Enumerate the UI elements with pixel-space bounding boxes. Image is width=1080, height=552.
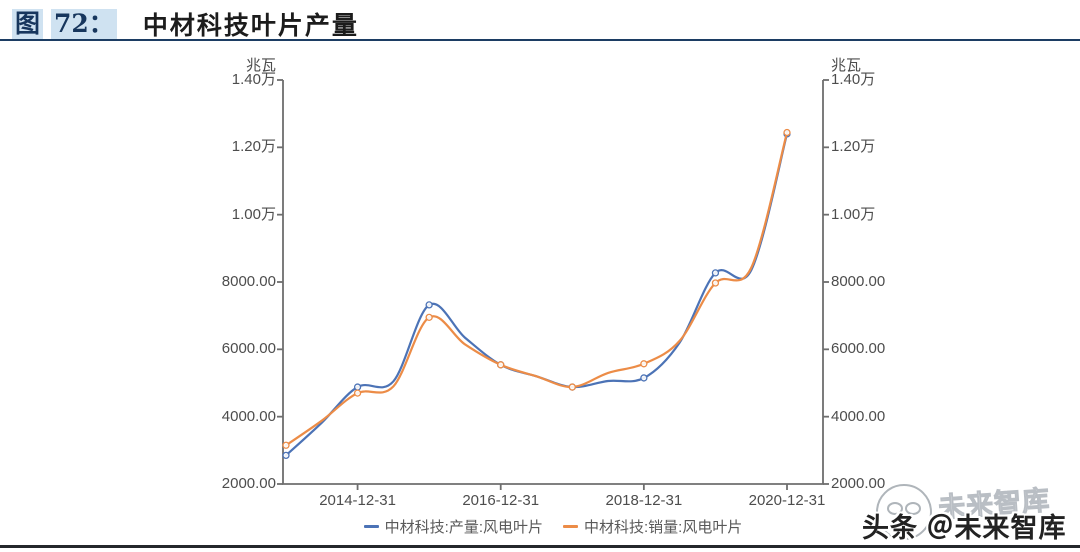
data-point-marker (353, 389, 362, 397)
data-point-marker (783, 128, 791, 137)
x-tick-label: 2020-12-31 (748, 492, 826, 509)
y-tick-label-right: 1.20万 (831, 138, 876, 156)
watermark-badge-text: 头条 ＠未来智库 (862, 513, 1067, 543)
data-point-marker (783, 130, 791, 138)
y-tick-label-left: 8000.00 (221, 272, 276, 290)
y-tick-label-right: 1.40万 (831, 71, 876, 88)
toutiao-logo-icon (876, 484, 932, 540)
series-line-sales (284, 131, 789, 447)
header-rule (0, 39, 1080, 41)
bottom-rule (0, 545, 1080, 548)
legend-label: 中材科技:产量:风电叶片 (384, 519, 543, 536)
y-axis-unit-right: 兆瓦 (831, 57, 862, 74)
legend-item: 中材科技:销量:风电叶片 (563, 516, 742, 537)
y-tick-label-right: 2000.00 (831, 474, 886, 492)
axis-frame (282, 80, 824, 485)
x-tick-label: 2018-12-31 (605, 492, 683, 509)
series-line-production (284, 132, 789, 457)
legend-label: 中材科技:销量:风电叶片 (584, 519, 743, 536)
legend-item: 中材科技:产量:风电叶片 (363, 516, 543, 537)
y-tick-label-left: 4000.00 (221, 407, 276, 425)
data-point-marker (353, 383, 362, 391)
figure-label-badge: 图 (12, 9, 44, 39)
data-point-marker (640, 374, 648, 382)
y-tick-label-left: 2000.00 (221, 474, 276, 492)
data-point-marker (425, 301, 433, 309)
chart-legend: 中材科技:产量:风电叶片 中材科技:销量:风电叶片 (283, 516, 823, 537)
data-point-marker (497, 361, 505, 369)
data-point-marker (282, 441, 290, 449)
figure-number-badge: 72： (51, 9, 117, 39)
legend-line-swatch (363, 525, 379, 528)
data-point-marker (711, 279, 720, 287)
y-axis-unit-left: 兆瓦 (245, 57, 276, 74)
data-point-marker (282, 451, 290, 460)
data-point-marker (568, 383, 576, 391)
legend-line-swatch (563, 525, 578, 528)
data-point-marker (568, 383, 576, 391)
y-tick-label-left: 1.00万 (231, 205, 276, 223)
y-tick-label-left: 1.40万 (231, 71, 276, 88)
y-tick-label-right: 1.00万 (831, 205, 876, 223)
figure-title: 中材科技叶片产量 (142, 11, 359, 40)
x-tick-label: 2016-12-31 (462, 492, 540, 509)
x-tick-label: 2014-12-31 (319, 492, 396, 509)
y-tick-label-right: 6000.00 (831, 340, 886, 358)
data-point-marker (640, 360, 648, 368)
data-point-marker (425, 313, 433, 322)
y-tick-label-left: 1.20万 (231, 138, 276, 156)
y-tick-label-right: 4000.00 (831, 407, 886, 425)
data-point-marker (711, 269, 720, 277)
y-tick-label-right: 8000.00 (831, 272, 886, 290)
y-tick-label-left: 6000.00 (221, 340, 276, 358)
figure-header: 图 72： 中材科技叶片产量 (12, 8, 359, 40)
data-point-marker (497, 361, 505, 369)
